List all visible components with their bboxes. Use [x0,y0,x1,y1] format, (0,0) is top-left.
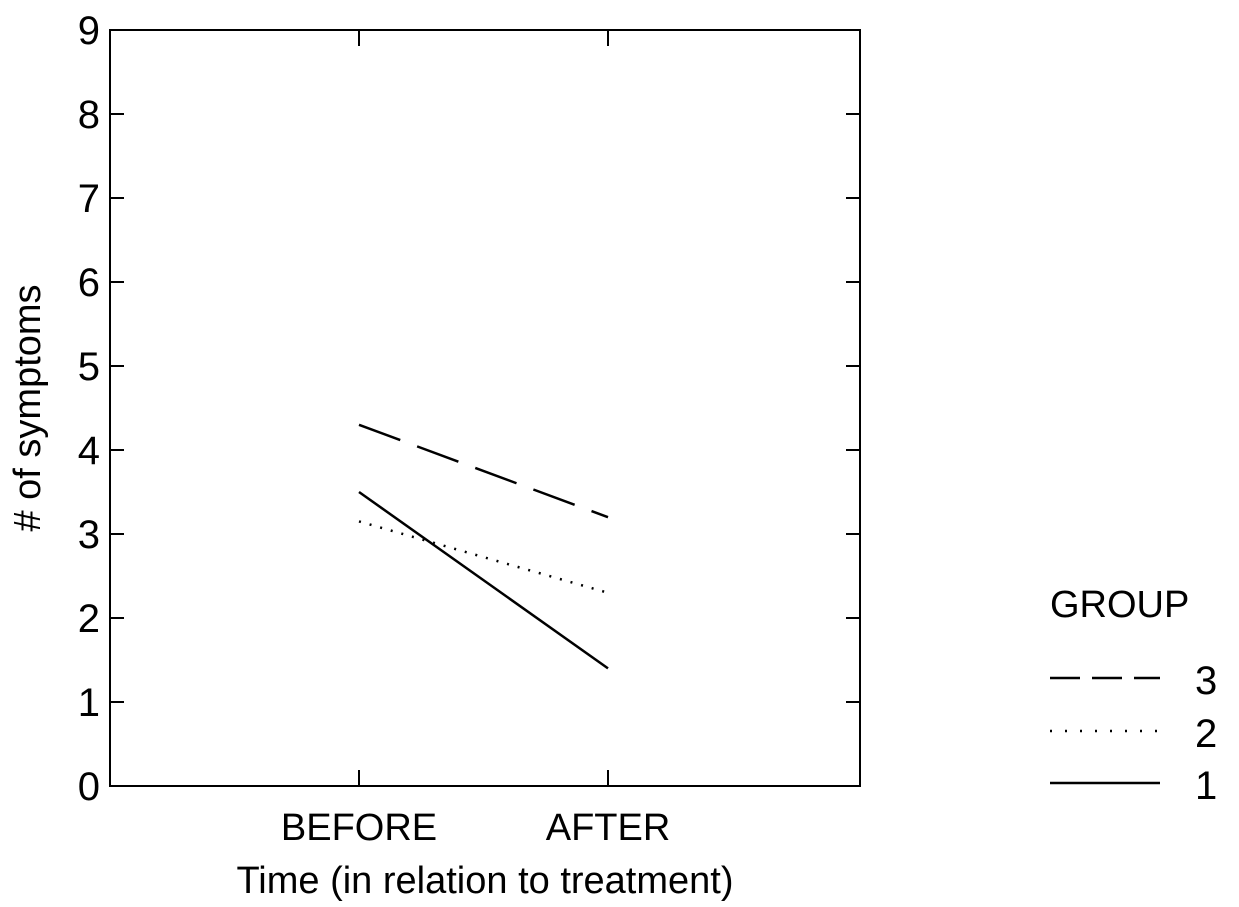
plot-frame [109,29,861,787]
y-tick-label: 4 [78,429,100,473]
series-lines [358,423,609,670]
legend-entries: 3 2 1 [1050,659,1217,808]
x-axis-ticks: BEFORE AFTER [281,30,670,849]
y-tick-label: 3 [78,513,100,557]
legend-label-group-2: 2 [1195,712,1217,756]
y-tick-label: 0 [78,765,100,809]
x-tick-label: AFTER [546,807,671,849]
series-line-group-1 [358,490,609,670]
y-tick-label: 7 [78,177,100,221]
x-tick-label: BEFORE [281,807,437,849]
legend-label-group-3: 3 [1195,659,1217,703]
legend-label-group-1: 1 [1195,764,1217,808]
y-tick-label: 1 [78,681,100,725]
legend-title: GROUP [1050,584,1189,626]
y-tick-label: 6 [78,261,100,305]
y-axis-label: # of symptoms [7,284,49,531]
y-axis-ticks: 0 1 2 3 4 5 6 7 8 9 [78,9,860,809]
series-line-group-3 [358,423,609,519]
y-tick-label: 9 [78,9,100,53]
legend: GROUP 3 2 1 [1050,584,1217,808]
y-tick-label: 2 [78,597,100,641]
y-tick-label: 5 [78,345,100,389]
y-tick-label: 8 [78,93,100,137]
series-line-group-2 [358,520,609,595]
x-axis-label: Time (in relation to treatment) [237,860,734,902]
